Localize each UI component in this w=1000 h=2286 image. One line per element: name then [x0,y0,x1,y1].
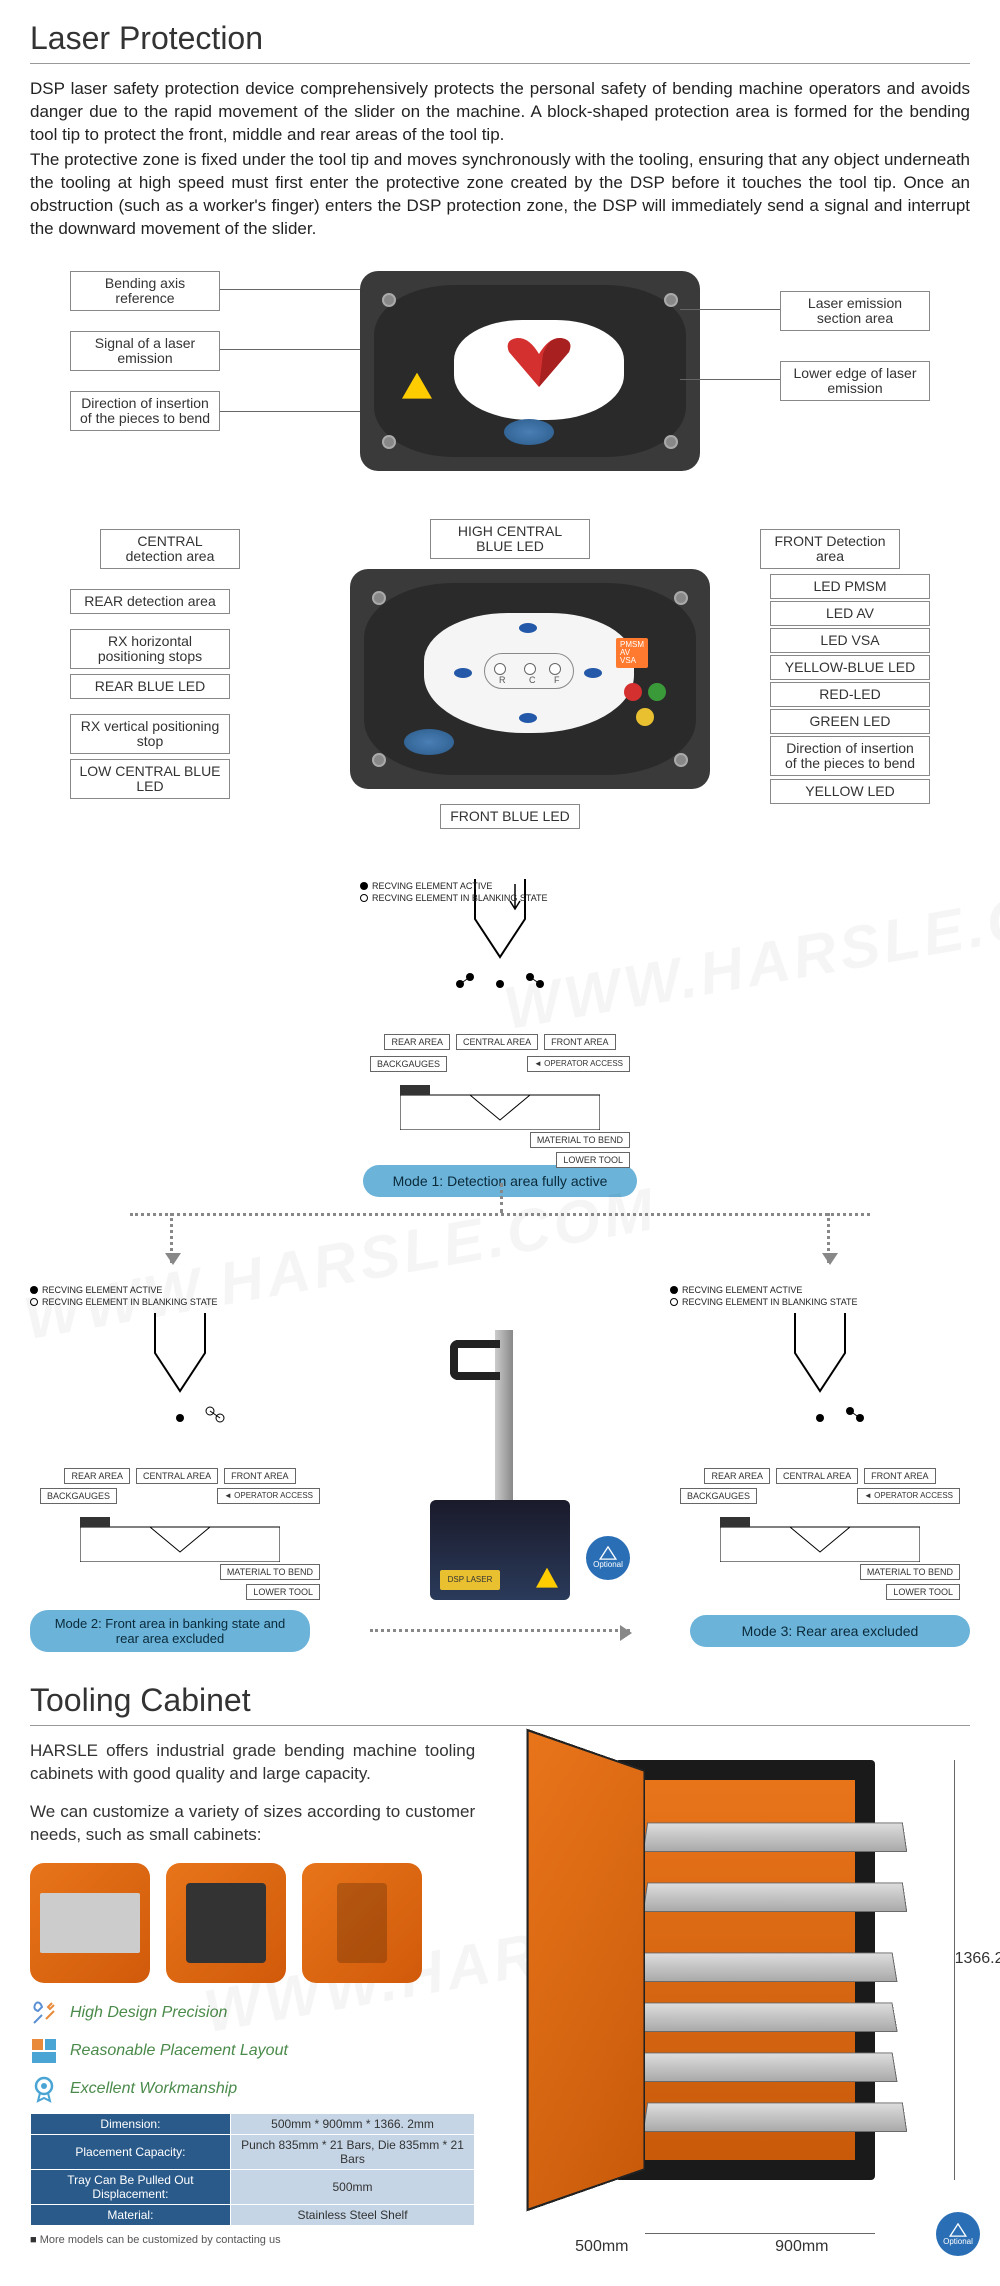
sub-label: MATERIAL TO BEND [860,1564,960,1580]
d2-label: RX vertical positioning stop [70,714,230,755]
optional-badge: Optional [936,2212,980,2256]
legend: RECVING ELEMENT ACTIVE [42,1285,162,1295]
feature-2: Reasonable Placement Layout [30,2037,475,2065]
spec-table: Dimension:500mm * 900mm * 1366. 2mmPlace… [30,2113,475,2226]
sub-label: MATERIAL TO BEND [220,1564,320,1580]
area-label: REAR AREA [64,1468,130,1484]
led-green-icon [648,683,666,701]
laser-title: Laser Protection [30,20,970,64]
d2-label: REAR detection area [70,589,230,614]
d2-label: GREEN LED [770,709,930,734]
tools-icon [30,1999,58,2027]
cabinet-title: Tooling Cabinet [30,1682,970,1726]
spec-key: Dimension: [31,2114,231,2135]
feature-3: Excellent Workmanship [30,2075,475,2103]
heart-icon [499,332,579,392]
feature-1: High Design Precision [30,1999,475,2027]
mode-3-pill: Mode 3: Rear area excluded [690,1615,970,1647]
device-bottom: R C F PMSMAVVSA [350,569,710,789]
spec-key: Tray Can Be Pulled Out Displacement: [31,2170,231,2205]
logo-icon [504,419,554,445]
cabinet-thumbs [30,1863,475,1983]
d1-label: Direction of insertion of the pieces to … [70,391,220,432]
legend: RECVING ELEMENT IN BLANKING STATE [42,1297,218,1307]
dim-label: 500mm [575,2238,628,2256]
d1-label: Signal of a laser emission [70,331,220,372]
spec-val: 500mm [230,2170,474,2205]
d2-label: HIGH CENTRAL BLUE LED [430,519,590,560]
spec-key: Placement Capacity: [31,2135,231,2170]
led-red-icon [624,683,642,701]
d1-label: Bending axis reference [70,271,220,312]
area-label: FRONT AREA [544,1034,615,1050]
d2-label: YELLOW LED [770,779,930,804]
legend: RECVING ELEMENT IN BLANKING STATE [682,1297,858,1307]
area-label: REAR AREA [384,1034,450,1050]
diagram-2: CENTRAL detection area HIGH CENTRAL BLUE… [30,519,970,839]
laser-p2: The protective zone is fixed under the t… [30,149,970,241]
diagram-1: Bending axis reference Signal of a laser… [30,251,970,511]
sensor-label: PMSMAVVSA [616,638,648,668]
d1-label: Lower edge of laser emission [780,361,930,402]
award-icon [30,2075,58,2103]
sub-label: BACKGAUGES [40,1488,117,1504]
cabinet-note: More models can be customized by contact… [30,2234,475,2246]
sub-label: LOWER TOOL [246,1584,320,1600]
sub-label: ◄ OPERATOR ACCESS [857,1488,960,1504]
d2-label: CENTRAL detection area [100,529,240,570]
laser-device-image: DSP LASER Optional [370,1330,630,1600]
area-label: REAR AREA [704,1468,770,1484]
d2-label: REAR BLUE LED [70,674,230,699]
area-label: CENTRAL AREA [776,1468,858,1484]
cabinet-p1: HARSLE offers industrial grade bending m… [30,1740,475,1786]
cabinet-image: 1366.2mm 900mm 500mm Optional [495,1740,970,2247]
legend: RECVING ELEMENT ACTIVE [682,1285,802,1295]
sub-label: MATERIAL TO BEND [530,1132,630,1148]
laser-p1: DSP laser safety protection device compr… [30,78,970,147]
d2-label: LED PMSM [770,574,930,599]
area-label: FRONT AREA [224,1468,295,1484]
optional-badge: Optional [586,1536,630,1580]
led-yellow-icon [636,708,654,726]
sub-label: BACKGAUGES [370,1056,447,1072]
spec-val: 500mm * 900mm * 1366. 2mm [230,2114,474,2135]
layout-icon [30,2037,58,2065]
logo-icon [404,729,454,755]
d2-label: LED VSA [770,628,930,653]
d2-label: LOW CENTRAL BLUE LED [70,759,230,800]
d2-label: FRONT BLUE LED [440,804,580,829]
sub-label: BACKGAUGES [680,1488,757,1504]
d2-label: FRONT Detection area [760,529,900,570]
sub-label: LOWER TOOL [556,1152,630,1168]
mode-3-diagram: RECVING ELEMENT ACTIVE RECVING ELEMENT I… [670,1283,970,1600]
dim-label: 1366.2mm [955,1950,1000,1968]
d2-label: LED AV [770,601,930,626]
d2-label: RX horizontal positioning stops [70,629,230,670]
sub-label: LOWER TOOL [886,1584,960,1600]
d2-label: Direction of insertion of the pieces to … [770,736,930,777]
area-label: CENTRAL AREA [136,1468,218,1484]
d2-label: YELLOW-BLUE LED [770,655,930,680]
d2-label: RED-LED [770,682,930,707]
dim-label: 900mm [775,2238,828,2256]
spec-key: Material: [31,2205,231,2226]
sub-label: ◄ OPERATOR ACCESS [527,1056,630,1072]
legend: RECVING ELEMENT ACTIVE [372,881,492,891]
spec-val: Punch 835mm * 21 Bars, Die 835mm * 21 Ba… [230,2135,474,2170]
laser-warning-icon [402,373,432,399]
area-label: FRONT AREA [864,1468,935,1484]
sub-label: ◄ OPERATOR ACCESS [217,1488,320,1504]
d1-label: Laser emission section area [780,291,930,332]
mode-2-diagram: RECVING ELEMENT ACTIVE RECVING ELEMENT I… [30,1283,330,1600]
legend: RECVING ELEMENT IN BLANKING STATE [372,893,548,903]
device-top [360,271,700,471]
mode-2-pill: Mode 2: Front area in banking state and … [30,1610,310,1652]
spec-val: Stainless Steel Shelf [230,2205,474,2226]
area-label: CENTRAL AREA [456,1034,538,1050]
cabinet-p2: We can customize a variety of sizes acco… [30,1801,475,1847]
mode-1-diagram: RECVING ELEMENT ACTIVE RECVING ELEMENT I… [340,879,660,1159]
